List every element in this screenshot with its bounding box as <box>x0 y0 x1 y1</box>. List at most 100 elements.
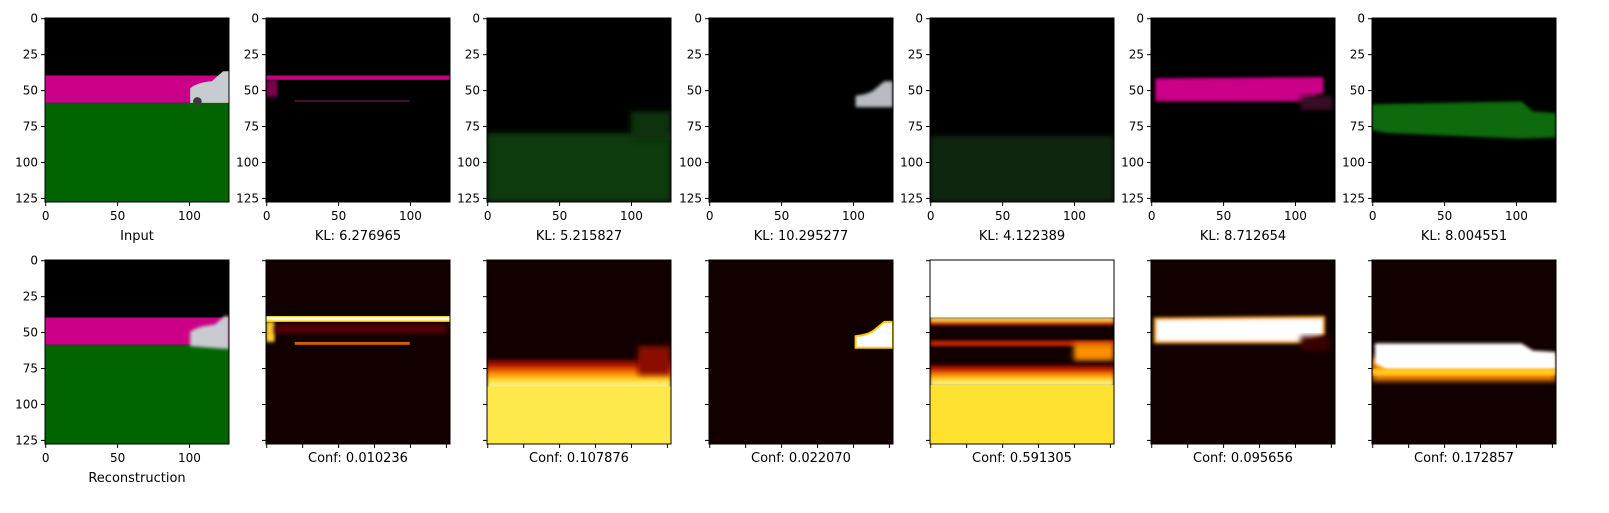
panel-bottom-4: Conf: 0.591305 <box>926 259 1115 466</box>
x-tick-label: 50 <box>774 209 789 223</box>
x-tick-label: 50 <box>1216 209 1231 223</box>
y-tick-label: 50 <box>465 84 480 98</box>
x-tick-label: 50 <box>1437 209 1452 223</box>
x-tick-label: 0 <box>484 209 492 223</box>
x-tick-label: 0 <box>1369 209 1377 223</box>
y-tick-label: 50 <box>1129 84 1144 98</box>
top-caption: KL: 10.295277 <box>754 229 849 244</box>
y-tick-label: 0 <box>1357 12 1365 26</box>
y-tick-label: 100 <box>679 155 702 169</box>
panel-image <box>930 18 1114 202</box>
y-tick-label: 0 <box>30 12 38 26</box>
panel-image <box>1151 260 1335 444</box>
x-tick-label: 50 <box>110 451 125 465</box>
y-tick-label: 0 <box>694 12 702 26</box>
y-tick-label: 50 <box>23 84 38 98</box>
y-tick-label: 75 <box>1129 120 1144 134</box>
x-tick-label: 100 <box>1505 209 1528 223</box>
bottom-caption: Conf: 0.107876 <box>529 451 629 466</box>
y-tick-label: 0 <box>1136 12 1144 26</box>
x-tick-label: 100 <box>1284 209 1307 223</box>
panel-top-0: 0 25 50 75 100 125 0 50 100 Input <box>15 12 230 244</box>
panel-bottom-0: 0 25 50 75 100 125 0 50 100 Reconstruction <box>15 254 230 486</box>
y-tick-label: 25 <box>1350 48 1365 62</box>
x-tick-label: 0 <box>263 209 271 223</box>
y-tick-label: 25 <box>1129 48 1144 62</box>
x-tick-label: 0 <box>42 451 50 465</box>
x-tick-label: 0 <box>927 209 935 223</box>
x-tick-label: 100 <box>178 209 201 223</box>
x-tick-label: 50 <box>995 209 1010 223</box>
x-tick-label: 100 <box>842 209 865 223</box>
top-caption: KL: 8.004551 <box>1421 229 1507 244</box>
y-tick-label: 25 <box>687 48 702 62</box>
top-caption: KL: 5.215827 <box>536 229 622 244</box>
y-tick-label: 25 <box>23 290 38 304</box>
x-tick-label: 100 <box>178 451 201 465</box>
panel-image <box>709 260 893 444</box>
panel-image <box>487 260 671 444</box>
x-tick-label: 0 <box>706 209 714 223</box>
x-tick-label: 0 <box>42 209 50 223</box>
y-tick-label: 75 <box>23 120 38 134</box>
y-tick-label: 25 <box>23 48 38 62</box>
y-tick-label: 125 <box>679 191 702 205</box>
ground-region <box>45 344 229 444</box>
bottom-caption: Conf: 0.591305 <box>972 451 1072 466</box>
top-caption: KL: 8.712654 <box>1200 229 1286 244</box>
y-tick-label: 100 <box>1121 155 1144 169</box>
panel-image <box>487 18 671 202</box>
y-tick-label: 75 <box>687 120 702 134</box>
bottom-caption: Conf: 0.022070 <box>751 451 851 466</box>
x-tick-label: 50 <box>331 209 346 223</box>
panel-image <box>266 260 450 444</box>
y-tick-label: 125 <box>900 191 923 205</box>
y-tick-label: 100 <box>236 155 259 169</box>
y-tick-label: 25 <box>465 48 480 62</box>
bottom-caption: Reconstruction <box>88 471 185 486</box>
panel-image <box>45 260 229 444</box>
x-tick-label: 0 <box>1148 209 1156 223</box>
panel-top-5: 0 25 50 75 100 125 0 50 100 KL: 8.712654 <box>1121 12 1336 244</box>
y-tick-label: 125 <box>1121 191 1144 205</box>
y-tick-label: 0 <box>30 254 38 268</box>
y-tick-label: 75 <box>465 120 480 134</box>
panel-bottom-3: Conf: 0.022070 <box>705 259 894 466</box>
x-tick-label: 100 <box>399 209 422 223</box>
x-tick-label: 50 <box>110 209 125 223</box>
y-tick-label: 75 <box>244 120 259 134</box>
y-tick-label: 0 <box>251 12 259 26</box>
panel-image <box>930 260 1114 444</box>
top-caption: KL: 4.122389 <box>979 229 1065 244</box>
bottom-caption: Conf: 0.010236 <box>308 451 408 466</box>
y-tick-label: 100 <box>457 155 480 169</box>
top-caption: KL: 6.276965 <box>315 229 401 244</box>
panel-top-4: 0 25 50 75 100 125 0 50 100 KL: 4.122389 <box>900 12 1115 244</box>
y-tick-label: 50 <box>908 84 923 98</box>
panel-bottom-6: Conf: 0.172857 <box>1368 259 1557 466</box>
panel-top-1: 0 25 50 75 100 125 0 50 100 KL: 6.276965 <box>236 12 451 244</box>
panel-bottom-2: Conf: 0.107876 <box>483 259 672 466</box>
x-tick-label: 50 <box>552 209 567 223</box>
panel-image <box>266 18 450 202</box>
y-tick-label: 100 <box>900 155 923 169</box>
y-tick-label: 50 <box>1350 84 1365 98</box>
panel-image <box>1372 18 1556 202</box>
y-tick-label: 75 <box>908 120 923 134</box>
y-tick-label: 75 <box>23 362 38 376</box>
panel-image <box>1372 260 1556 444</box>
y-tick-label: 100 <box>1342 155 1365 169</box>
ground-region <box>45 102 229 202</box>
panel-top-3: 0 25 50 75 100 125 0 50 100 KL: 10.295277 <box>679 12 894 244</box>
y-tick-label: 125 <box>15 191 38 205</box>
x-tick-label: 100 <box>1063 209 1086 223</box>
y-tick-label: 75 <box>1350 120 1365 134</box>
y-tick-label: 0 <box>472 12 480 26</box>
panel-bottom-1: Conf: 0.010236 <box>262 259 451 466</box>
x-tick-label: 100 <box>620 209 643 223</box>
y-tick-label: 50 <box>23 326 38 340</box>
bottom-caption: Conf: 0.095656 <box>1193 451 1293 466</box>
car-region <box>190 316 229 350</box>
y-tick-label: 125 <box>236 191 259 205</box>
